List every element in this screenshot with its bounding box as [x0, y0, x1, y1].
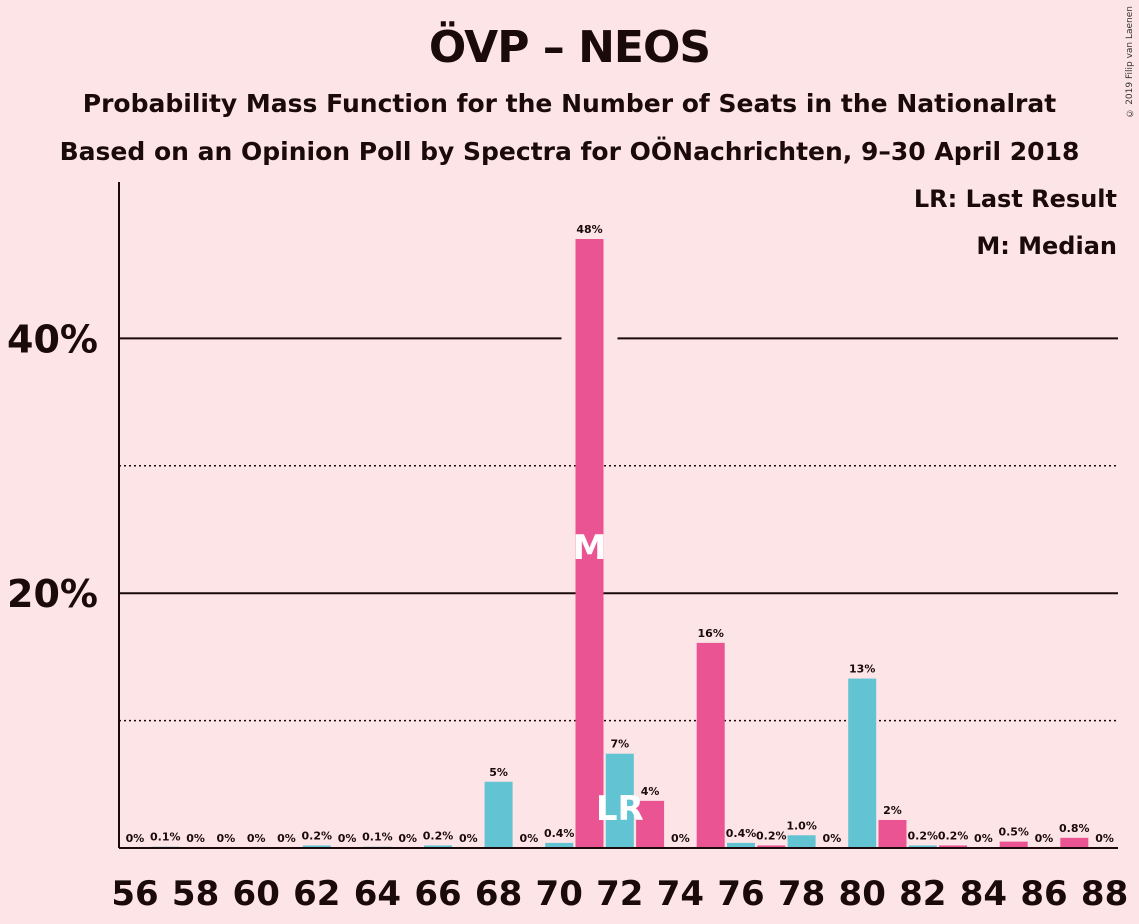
x-tick-label: 74: [657, 874, 704, 914]
value-label-seat-83: 0.2%: [938, 829, 969, 842]
value-label-seat-62: 0.2%: [302, 829, 333, 842]
bar-seat-80: [848, 678, 877, 848]
x-tick-label: 58: [172, 874, 219, 914]
chart-subtitle: Probability Mass Function for the Number…: [82, 89, 1057, 118]
bar-seat-75: [696, 642, 725, 848]
value-label-seat-78: 1.0%: [786, 819, 817, 832]
value-label-seat-71: 48%: [576, 223, 602, 236]
x-tick-label: 64: [354, 874, 401, 914]
value-label-seat-75: 16%: [698, 627, 724, 640]
value-label-seat-66: 0.2%: [423, 829, 454, 842]
value-label-seat-74: 0%: [671, 832, 690, 845]
value-label-seat-88: 0%: [1095, 832, 1114, 845]
bar-seat-73: [636, 800, 665, 848]
value-label-seat-85: 0.5%: [998, 826, 1029, 839]
median-marker: M: [573, 528, 607, 568]
value-label-seat-69: 0%: [520, 832, 539, 845]
y-tick-label: 20%: [7, 572, 98, 616]
chart-title: ÖVP – NEOS: [428, 22, 711, 73]
value-label-seat-60: 0%: [247, 832, 266, 845]
value-label-seat-61: 0%: [277, 832, 296, 845]
legend-median: M: Median: [976, 232, 1117, 260]
value-label-seat-81: 2%: [883, 804, 902, 817]
value-label-seat-64: 0.1%: [362, 831, 393, 844]
value-label-seat-86: 0%: [1035, 832, 1054, 845]
x-tick-label: 70: [536, 874, 583, 914]
value-label-seat-65: 0%: [398, 832, 417, 845]
bar-seat-68: [484, 781, 513, 848]
value-label-seat-80: 13%: [849, 663, 875, 676]
bar-seat-66: [424, 845, 452, 848]
value-label-seat-77: 0.2%: [756, 829, 787, 842]
bar-seat-62: [302, 845, 331, 848]
x-tick-label: 80: [839, 874, 886, 914]
legend-last-result: LR: Last Result: [913, 185, 1117, 213]
bar-seat-85: [999, 841, 1028, 848]
bar-seat-76: [727, 842, 755, 848]
x-tick-label: 82: [899, 874, 946, 914]
chart-subtitle-source: Based on an Opinion Poll by Spectra for …: [59, 137, 1080, 166]
x-tick-label: 66: [414, 874, 461, 914]
x-tick-label: 68: [475, 874, 522, 914]
bar-seat-87: [1060, 837, 1089, 848]
bar-seat-71-overlay: [575, 239, 604, 848]
y-tick-label: 40%: [7, 317, 98, 361]
x-tick-label: 84: [960, 874, 1007, 914]
bar-seat-78: [787, 835, 816, 848]
value-label-seat-79: 0%: [823, 832, 842, 845]
value-label-seat-63: 0%: [338, 832, 357, 845]
value-label-seat-67: 0%: [459, 832, 478, 845]
x-tick-label: 72: [596, 874, 643, 914]
value-label-seat-87: 0.8%: [1059, 822, 1090, 835]
x-tick-label: 56: [111, 874, 158, 914]
value-label-seat-76: 0.4%: [726, 827, 757, 840]
value-label-seat-70: 0.4%: [544, 827, 575, 840]
value-label-seat-68: 5%: [489, 766, 508, 779]
value-label-seat-58: 0%: [186, 832, 205, 845]
bar-seat-81: [878, 819, 907, 848]
x-tick-label: 88: [1081, 874, 1128, 914]
bar-seat-72: [605, 753, 634, 848]
bar-seat-77: [757, 845, 786, 848]
value-label-seat-82: 0.2%: [908, 829, 939, 842]
x-tick-label: 62: [293, 874, 340, 914]
bar-seat-70: [545, 842, 574, 848]
value-label-seat-72: 7%: [610, 738, 629, 751]
x-tick-label: 76: [717, 874, 764, 914]
value-label-seat-73: 4%: [641, 785, 660, 798]
value-label-seat-57: 0.1%: [150, 831, 181, 844]
value-label-seat-59: 0%: [217, 832, 236, 845]
x-tick-label: 86: [1020, 874, 1067, 914]
bar-seat-83: [939, 845, 968, 848]
x-tick-label: 78: [778, 874, 825, 914]
value-label-seat-84: 0%: [974, 832, 993, 845]
bar-seat-82: [908, 845, 937, 848]
value-label-seat-56: 0%: [126, 832, 145, 845]
last-result-marker: LR: [596, 789, 644, 829]
x-tick-label: 60: [233, 874, 280, 914]
